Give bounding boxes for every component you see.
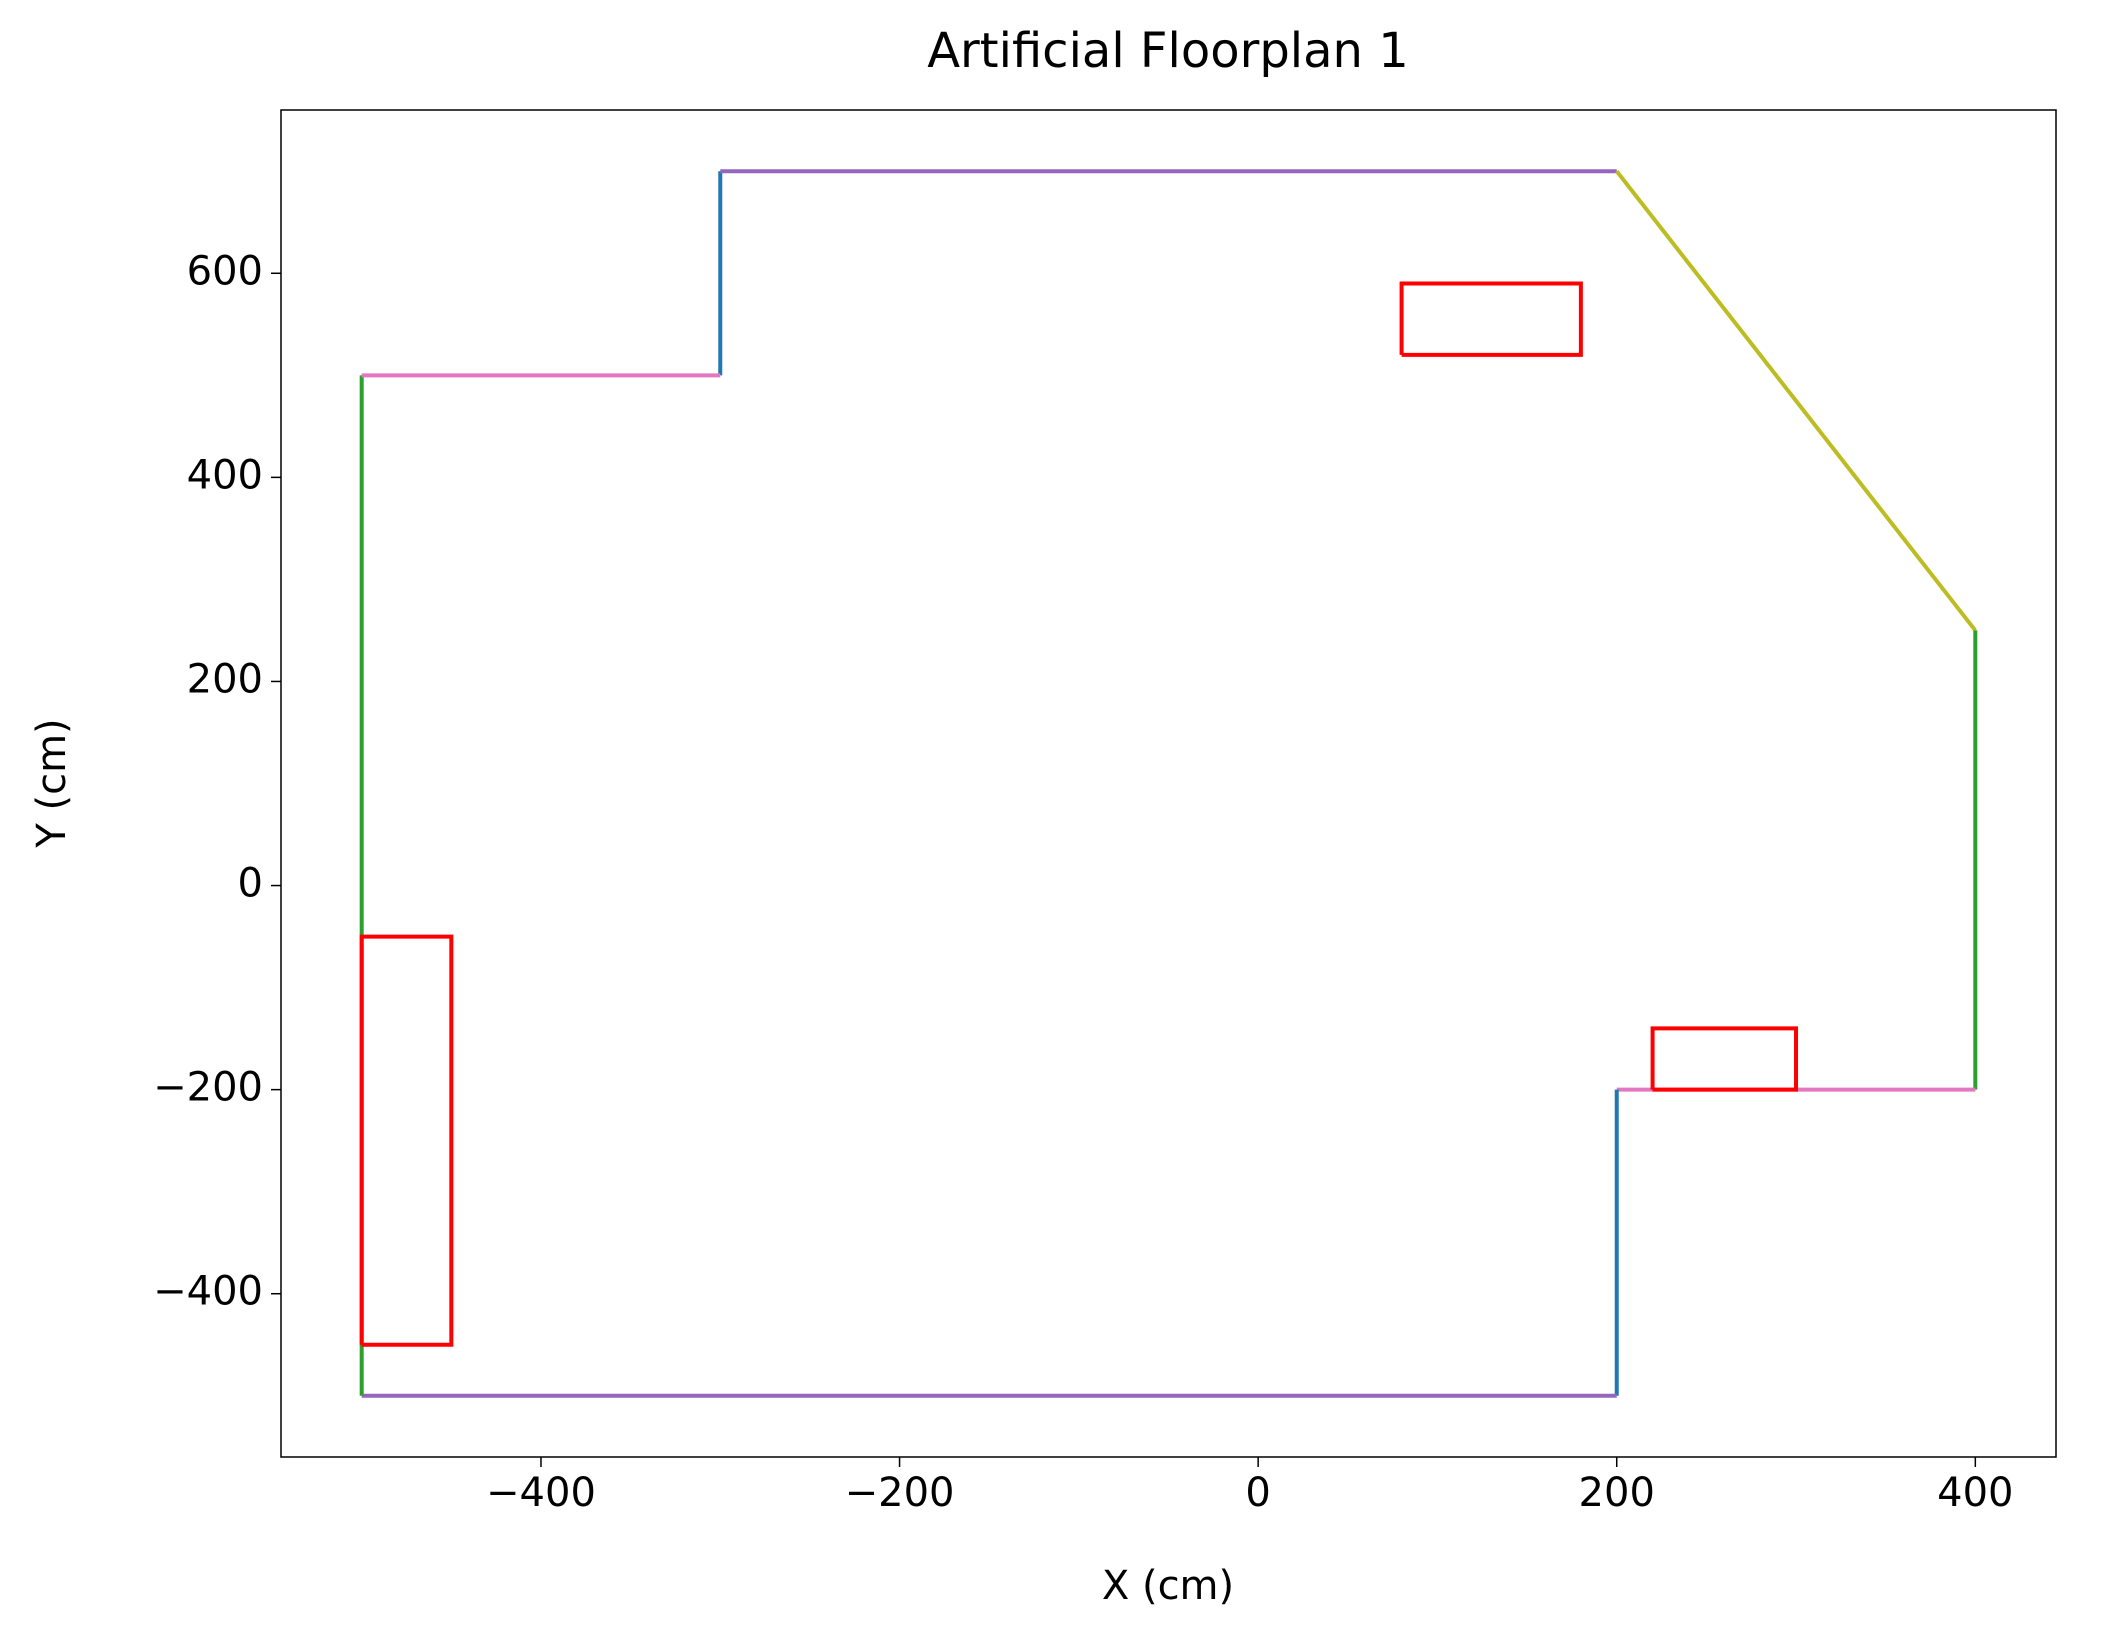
wall-line bbox=[1399, 281, 1583, 357]
y-tick-label: 0 bbox=[238, 861, 263, 907]
y-tick-label: 400 bbox=[187, 452, 263, 498]
wall-line bbox=[359, 934, 454, 1347]
wall-line bbox=[1615, 169, 1977, 632]
x-axis-label: X (cm) bbox=[1102, 1563, 1234, 1609]
y-tick-label: −200 bbox=[153, 1065, 263, 1111]
x-tick-label: −200 bbox=[845, 1470, 955, 1516]
x-tick-label: −400 bbox=[486, 1470, 596, 1516]
y-axis-label: Y (cm) bbox=[29, 718, 75, 848]
x-tick-label: 400 bbox=[1937, 1470, 2013, 1516]
y-tick-label: 600 bbox=[187, 248, 263, 294]
wall-line bbox=[1650, 1026, 1799, 1092]
chart-title: Artificial Floorplan 1 bbox=[927, 23, 1409, 79]
axes-frame bbox=[280, 109, 2057, 1458]
y-tick-label: −400 bbox=[153, 1269, 263, 1315]
y-tick-label: 200 bbox=[187, 656, 263, 702]
x-tick-label: 200 bbox=[1579, 1470, 1655, 1516]
x-tick-label: 0 bbox=[1245, 1470, 1270, 1516]
